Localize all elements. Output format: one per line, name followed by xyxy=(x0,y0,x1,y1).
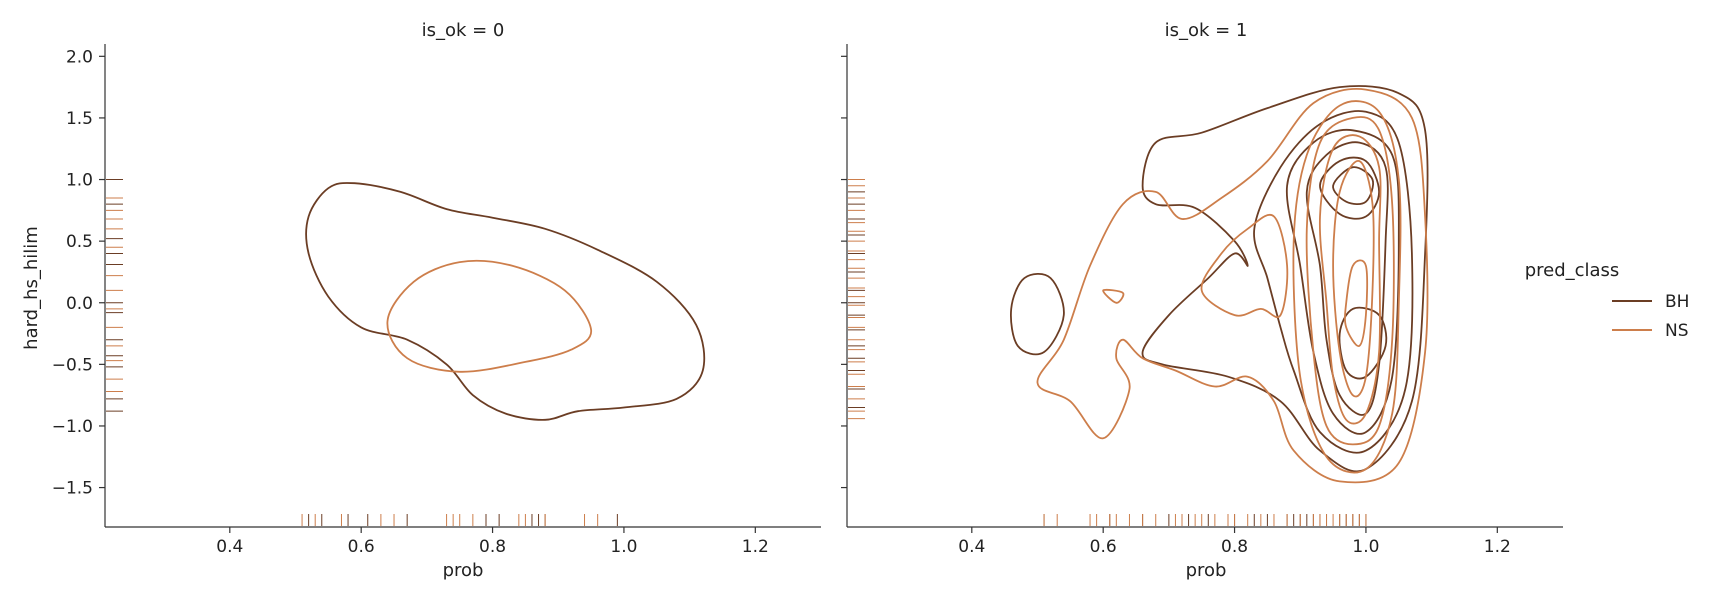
kde-contour-bh xyxy=(1253,110,1414,454)
kde-contour-bh xyxy=(1319,156,1381,220)
x-axis-label: prob xyxy=(443,560,484,581)
y-tick-label: 1.5 xyxy=(66,109,93,129)
legend-entry-ns: NS xyxy=(1612,321,1689,341)
x-tick-label: 0.6 xyxy=(1090,537,1117,557)
kde-contour-ns xyxy=(386,259,593,373)
x-tick-label: 1.0 xyxy=(610,537,637,557)
y-tick-label: 0.5 xyxy=(66,232,93,252)
panel-is-ok-0: is_ok = 0 prob 0.4 0.6 0.8 1.0 1.22.01.51.00… xyxy=(52,20,821,581)
legend-label: BH xyxy=(1665,292,1689,312)
kde-contour-ns xyxy=(1332,160,1375,398)
legend-title: pred_class xyxy=(1525,260,1620,281)
y-tick-label: 0.0 xyxy=(66,294,93,314)
y-tick-label: −1.0 xyxy=(52,417,93,437)
x-tick-label: 0.6 xyxy=(348,537,375,557)
plot-area: 0.4 0.6 0.8 1.0 1.2 2.0 1.5 1.0 0.5 0.0 −0.5 −1.0 −1… xyxy=(52,44,821,557)
kde-contour-ns xyxy=(1305,116,1395,446)
legend-entry-bh: BH xyxy=(1612,292,1689,312)
kde-contour-ns xyxy=(1292,100,1402,474)
y-axis-label: hard_hs_hilim xyxy=(21,226,42,350)
kde-contour-bh xyxy=(305,182,706,421)
kde-contour-bh xyxy=(1285,128,1400,435)
kde-contour-bh xyxy=(1141,85,1429,473)
x-tick-label: 1.2 xyxy=(1484,537,1511,557)
x-tick-label: 0.4 xyxy=(958,537,985,557)
kde-contour-ns xyxy=(1344,259,1369,347)
x-axis-label: prob xyxy=(1186,560,1227,581)
x-tick-label: 0.8 xyxy=(1221,537,1248,557)
x-tick-label: 0.8 xyxy=(479,537,506,557)
kde-contour-ns xyxy=(1318,134,1382,425)
kde-contour-bh xyxy=(1010,272,1065,356)
panel-is-ok-1: is_ok = 1 prob 0.4 0.6 0.8 1.0 1.2 xyxy=(841,20,1563,581)
plot-area: 0.4 0.6 0.8 1.0 1.2 xyxy=(841,44,1563,557)
kde-contour-bh xyxy=(1338,306,1388,380)
x-tick-label: 0.4 xyxy=(216,537,243,557)
panel-title: is_ok = 1 xyxy=(1165,20,1248,41)
panel-title: is_ok = 0 xyxy=(422,20,505,41)
x-tick-label: 1.2 xyxy=(742,537,769,557)
y-tick-label: 2.0 xyxy=(66,47,93,67)
kde-contour-ns xyxy=(1036,88,1429,484)
y-tick-label: −0.5 xyxy=(52,355,93,375)
legend: pred_class BH NS xyxy=(1525,260,1690,341)
kde-contour-ns xyxy=(1200,214,1289,319)
y-tick-label: 1.0 xyxy=(66,171,93,191)
legend-label: NS xyxy=(1665,321,1689,341)
kde-contour-ns xyxy=(1102,288,1125,304)
y-tick-label: −1.5 xyxy=(52,479,93,499)
x-tick-label: 1.0 xyxy=(1352,537,1379,557)
